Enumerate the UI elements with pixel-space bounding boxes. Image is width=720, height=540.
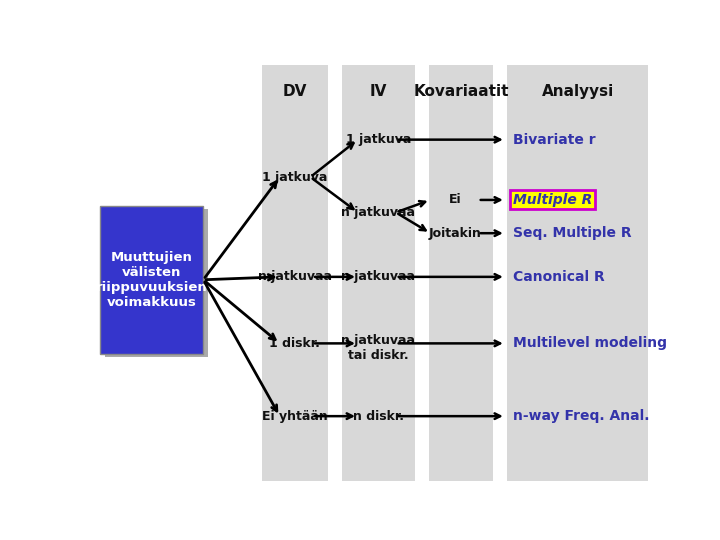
Text: Bivariate r: Bivariate r — [513, 133, 595, 147]
Text: IV: IV — [370, 84, 387, 99]
Text: 1 diskr.: 1 diskr. — [269, 337, 320, 350]
Text: DV: DV — [282, 84, 307, 99]
Text: Analyysi: Analyysi — [541, 84, 614, 99]
Text: 1 jatkuva: 1 jatkuva — [262, 171, 328, 184]
Bar — [508, 65, 648, 481]
Text: n jatkuvaa: n jatkuvaa — [341, 271, 415, 284]
Text: Canonical R: Canonical R — [513, 270, 605, 284]
Bar — [100, 206, 203, 354]
Text: n-way Freq. Anal.: n-way Freq. Anal. — [513, 409, 649, 423]
Bar — [262, 65, 328, 481]
Bar — [429, 65, 493, 481]
Text: Multiple R: Multiple R — [513, 193, 593, 207]
Text: 1 jatkuva: 1 jatkuva — [346, 133, 411, 146]
Text: Kovariaatit: Kovariaatit — [413, 84, 509, 99]
Text: n diskr.: n diskr. — [353, 410, 404, 423]
Text: n jatkuvaa
tai diskr.: n jatkuvaa tai diskr. — [341, 334, 415, 362]
Bar — [104, 210, 208, 357]
Bar — [342, 65, 415, 481]
Text: Seq. Multiple R: Seq. Multiple R — [513, 226, 631, 240]
Text: Muuttujien
välisten
riippuvuuksien
voimakkuus: Muuttujien välisten riippuvuuksien voima… — [96, 251, 207, 309]
Text: Ei yhtään: Ei yhtään — [262, 410, 328, 423]
Text: n jatkuvaa: n jatkuvaa — [258, 271, 332, 284]
Text: Multilevel modeling: Multilevel modeling — [513, 336, 667, 350]
Text: n jatkuvaa: n jatkuvaa — [341, 206, 415, 219]
Text: Joitakin: Joitakin — [429, 227, 482, 240]
Text: Ei: Ei — [449, 193, 462, 206]
